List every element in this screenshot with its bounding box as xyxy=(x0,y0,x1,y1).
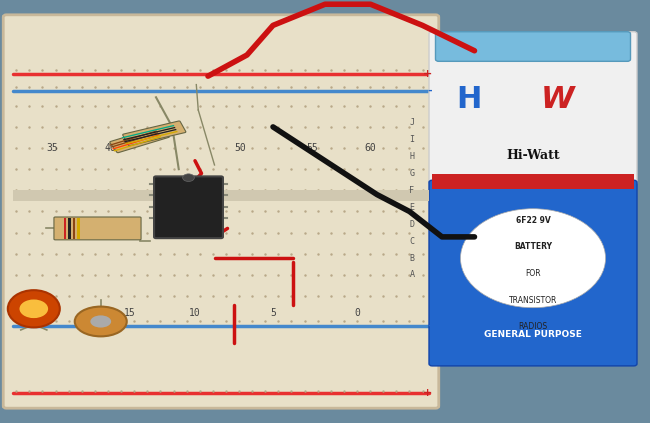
Text: +: + xyxy=(423,388,432,398)
Bar xyxy=(111,132,159,148)
Ellipse shape xyxy=(8,290,60,327)
Bar xyxy=(122,125,174,138)
Text: 10: 10 xyxy=(189,308,201,318)
Text: 55: 55 xyxy=(306,143,318,153)
Text: TRANSISTOR: TRANSISTOR xyxy=(509,296,557,305)
Text: -: - xyxy=(428,86,432,96)
Text: BATTERY: BATTERY xyxy=(514,242,552,251)
Text: A: A xyxy=(410,270,415,280)
Text: 5: 5 xyxy=(270,308,276,318)
FancyBboxPatch shape xyxy=(110,126,170,153)
FancyBboxPatch shape xyxy=(123,121,186,146)
Text: W: W xyxy=(540,85,574,114)
FancyBboxPatch shape xyxy=(154,176,223,238)
Bar xyxy=(113,136,161,151)
Text: J: J xyxy=(410,118,415,127)
Text: F: F xyxy=(410,186,415,195)
Text: 40: 40 xyxy=(105,143,116,153)
FancyBboxPatch shape xyxy=(429,32,637,184)
Text: H: H xyxy=(456,85,481,114)
Text: 35: 35 xyxy=(46,143,58,153)
Ellipse shape xyxy=(20,299,48,318)
Text: 15: 15 xyxy=(124,308,136,318)
FancyBboxPatch shape xyxy=(429,180,637,366)
Ellipse shape xyxy=(460,209,606,308)
Ellipse shape xyxy=(75,307,127,336)
FancyBboxPatch shape xyxy=(54,217,141,240)
Text: C: C xyxy=(410,236,415,246)
Text: H: H xyxy=(410,152,415,161)
Text: 6F22 9V: 6F22 9V xyxy=(515,216,551,225)
Text: +: + xyxy=(423,69,432,79)
Text: 50: 50 xyxy=(235,143,246,153)
Bar xyxy=(68,218,71,239)
Bar xyxy=(73,218,75,239)
Text: I: I xyxy=(410,135,415,144)
Ellipse shape xyxy=(183,174,194,181)
Text: RADIOS: RADIOS xyxy=(519,322,547,331)
Ellipse shape xyxy=(90,316,111,327)
Text: G: G xyxy=(410,169,415,178)
FancyBboxPatch shape xyxy=(436,32,630,61)
Bar xyxy=(112,134,160,150)
Text: FOR: FOR xyxy=(525,269,541,278)
Text: GENERAL PURPOSE: GENERAL PURPOSE xyxy=(484,330,582,338)
Text: -: - xyxy=(428,321,432,331)
Bar xyxy=(64,218,66,239)
Text: 60: 60 xyxy=(365,143,376,153)
Text: Hi-Watt: Hi-Watt xyxy=(506,149,560,162)
Bar xyxy=(13,190,429,201)
Bar xyxy=(124,129,177,143)
Text: 0: 0 xyxy=(354,308,361,318)
Bar xyxy=(432,174,634,189)
Text: B: B xyxy=(410,253,415,263)
Bar xyxy=(123,127,176,140)
Bar xyxy=(125,131,177,144)
Bar xyxy=(109,130,157,146)
Text: E: E xyxy=(410,203,415,212)
FancyBboxPatch shape xyxy=(3,15,439,408)
Bar xyxy=(77,218,80,239)
Text: D: D xyxy=(410,220,415,229)
